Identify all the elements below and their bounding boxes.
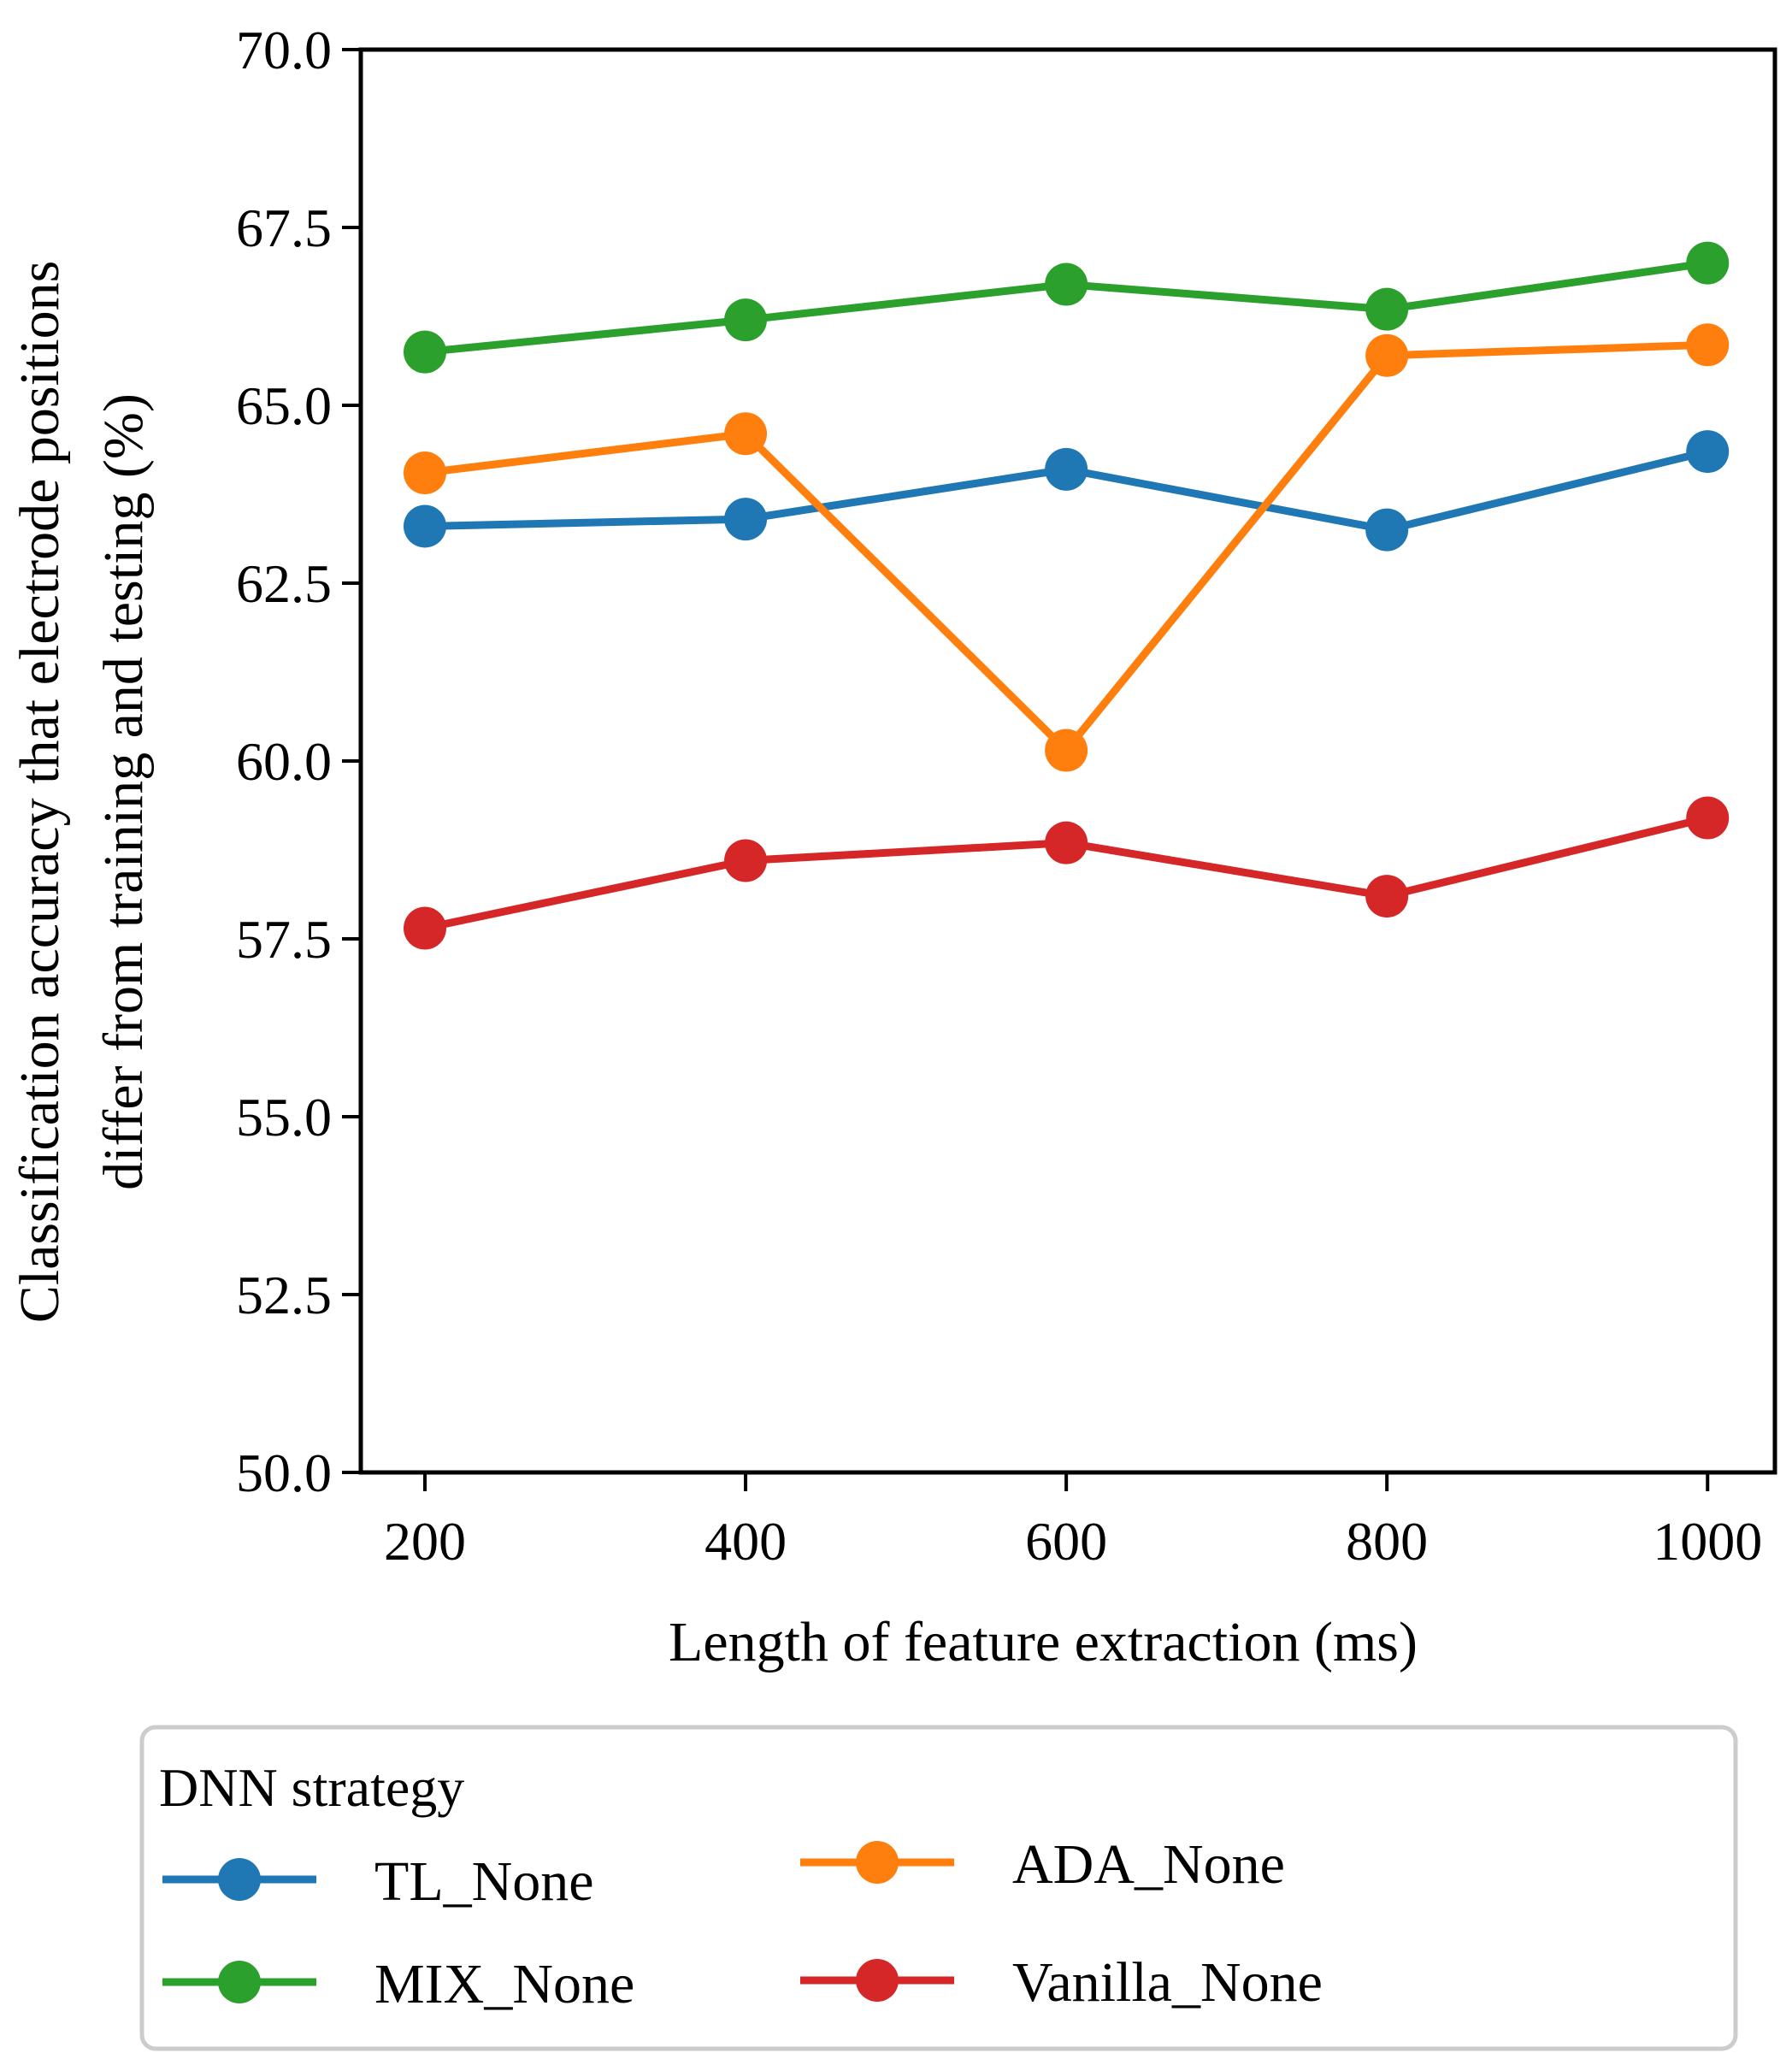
legend-label-mix-none: MIX_None [374, 1953, 634, 2015]
data-point-vanilla-none-600 [1045, 821, 1088, 864]
data-point-mix-none-600 [1045, 263, 1088, 306]
data-point-tl-none-800 [1365, 508, 1409, 552]
y-axis-title: Classification accuracy that electrode p… [9, 261, 155, 1324]
y-tick-label: 67.5 [236, 198, 332, 258]
legend-label-tl-none: TL_None [374, 1850, 594, 1913]
legend-item-tl-none: TL_None [162, 1850, 594, 1913]
x-tick-label: 200 [384, 1511, 466, 1572]
legend-entries: TL_None MIX_None ADA_None Vanilla_None [162, 1833, 1323, 2015]
series-tl-none [404, 430, 1730, 552]
legend-marker-ada-none [856, 1841, 899, 1884]
plot-frame [358, 47, 1777, 1475]
legend-marker-tl-none [218, 1858, 261, 1901]
data-point-ada-none-200 [404, 451, 447, 495]
x-tick-label: 800 [1346, 1511, 1428, 1572]
y-axis-title-line-2: differ from training and testing (%) [92, 393, 155, 1190]
legend-label-ada-none: ADA_None [1012, 1833, 1285, 1896]
series-mix-none [404, 241, 1730, 374]
y-axis-title-line-1: Classification accuracy that electrode p… [9, 261, 71, 1324]
series-vanilla-none [404, 796, 1730, 950]
legend-frame [139, 1725, 1738, 2051]
data-point-tl-none-600 [1045, 447, 1088, 491]
x-tick-label: 1000 [1653, 1511, 1762, 1572]
y-tick-label: 60.0 [236, 731, 332, 792]
legend-marker-vanilla-none [856, 1959, 899, 2002]
y-tick-label: 57.5 [236, 909, 332, 970]
data-point-mix-none-1000 [1686, 241, 1730, 285]
data-point-vanilla-none-800 [1365, 875, 1409, 918]
x-axis-title: Length of feature extraction (ms) [669, 1611, 1418, 1673]
data-point-ada-none-400 [724, 412, 768, 456]
data-point-vanilla-none-200 [404, 906, 447, 950]
y-tick-label: 62.5 [236, 553, 332, 614]
y-tick-label: 52.5 [236, 1265, 332, 1325]
data-point-tl-none-200 [404, 504, 447, 548]
data-point-tl-none-1000 [1686, 430, 1730, 474]
legend-label-vanilla-none: Vanilla_None [1012, 1951, 1323, 2014]
legend: DNN strategy TL_None MIX_None ADA_None Vani… [139, 1725, 1738, 2051]
data-point-ada-none-1000 [1686, 323, 1730, 367]
legend-item-vanilla-none: Vanilla_None [800, 1951, 1323, 2014]
x-tick-label: 600 [1025, 1511, 1107, 1572]
x-tick-label: 400 [704, 1511, 787, 1572]
data-point-vanilla-none-1000 [1686, 796, 1730, 840]
y-tick-label: 50.0 [236, 1442, 332, 1503]
data-point-mix-none-800 [1365, 287, 1409, 331]
legend-marker-mix-none [218, 1961, 261, 2003]
data-point-vanilla-none-400 [724, 839, 768, 882]
data-point-ada-none-600 [1045, 729, 1088, 772]
series-line-ada-none [424, 340, 1708, 755]
legend-title: DNN strategy [159, 1757, 464, 1818]
y-axis: 50.0 52.5 55.0 57.5 60.0 62.5 65.0 67.5 70.0 [236, 20, 361, 1503]
data-point-ada-none-800 [1365, 333, 1409, 377]
series-group [404, 241, 1730, 950]
series-ada-none [404, 323, 1730, 772]
x-axis: 200 400 600 800 1000 [384, 1472, 1762, 1572]
legend-item-mix-none: MIX_None [162, 1953, 634, 2015]
data-point-mix-none-400 [724, 298, 768, 342]
y-tick-label: 65.0 [236, 375, 332, 436]
y-tick-label: 55.0 [236, 1087, 332, 1147]
data-point-tl-none-400 [724, 498, 768, 541]
data-point-mix-none-200 [404, 330, 447, 374]
y-tick-label: 70.0 [236, 20, 332, 80]
legend-item-ada-none: ADA_None [800, 1833, 1285, 1896]
